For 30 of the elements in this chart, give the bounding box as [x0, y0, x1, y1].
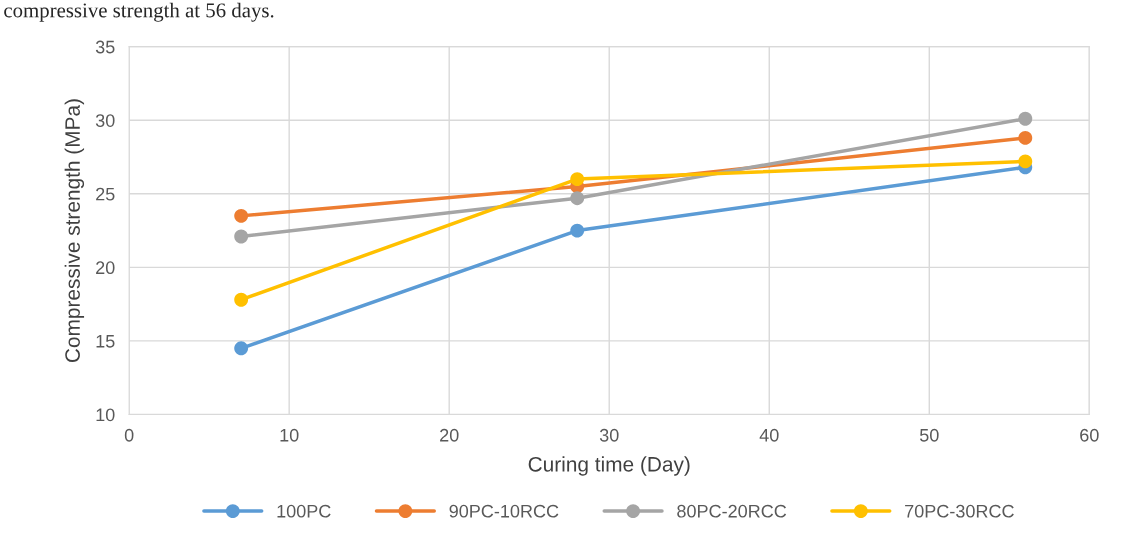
- x-tick-label: 0: [124, 428, 134, 442]
- point: [234, 341, 249, 356]
- point: [1018, 111, 1033, 126]
- legend-label: 90PC-10RCC: [449, 504, 559, 518]
- y-tick-label: 30: [95, 114, 115, 127]
- x-axis-title: Curing time (Day): [528, 456, 690, 476]
- y-tick-label: 10: [96, 408, 115, 422]
- point: [570, 223, 585, 238]
- x-tick-label: 30: [599, 428, 619, 442]
- point: [1018, 130, 1033, 145]
- x-tick-label: 40: [759, 428, 779, 442]
- point: [570, 172, 585, 187]
- x-tick-label: 10: [280, 428, 299, 442]
- legend-label: 100PC: [277, 504, 331, 518]
- y-axis-title: Compressive strength (MPa): [64, 99, 85, 363]
- point: [234, 229, 249, 244]
- point: [1018, 154, 1033, 169]
- point: [234, 292, 249, 307]
- text: compressive strength at 56 days.: [4, 2, 274, 22]
- point: [234, 208, 249, 223]
- x-tick-label: 20: [440, 428, 459, 442]
- y-tick-label: 35: [95, 40, 115, 54]
- x-tick-label: 60: [1080, 428, 1099, 442]
- legend-label: 70PC-30RCC: [905, 504, 1014, 518]
- y-tick-label: 20: [96, 261, 115, 275]
- y-tick-label: 15: [96, 335, 115, 348]
- y-tick-label: 25: [96, 187, 115, 201]
- x-tick-label: 50: [919, 428, 939, 442]
- point: [570, 191, 585, 206]
- legend-label: 80PC-20RCC: [677, 504, 787, 518]
